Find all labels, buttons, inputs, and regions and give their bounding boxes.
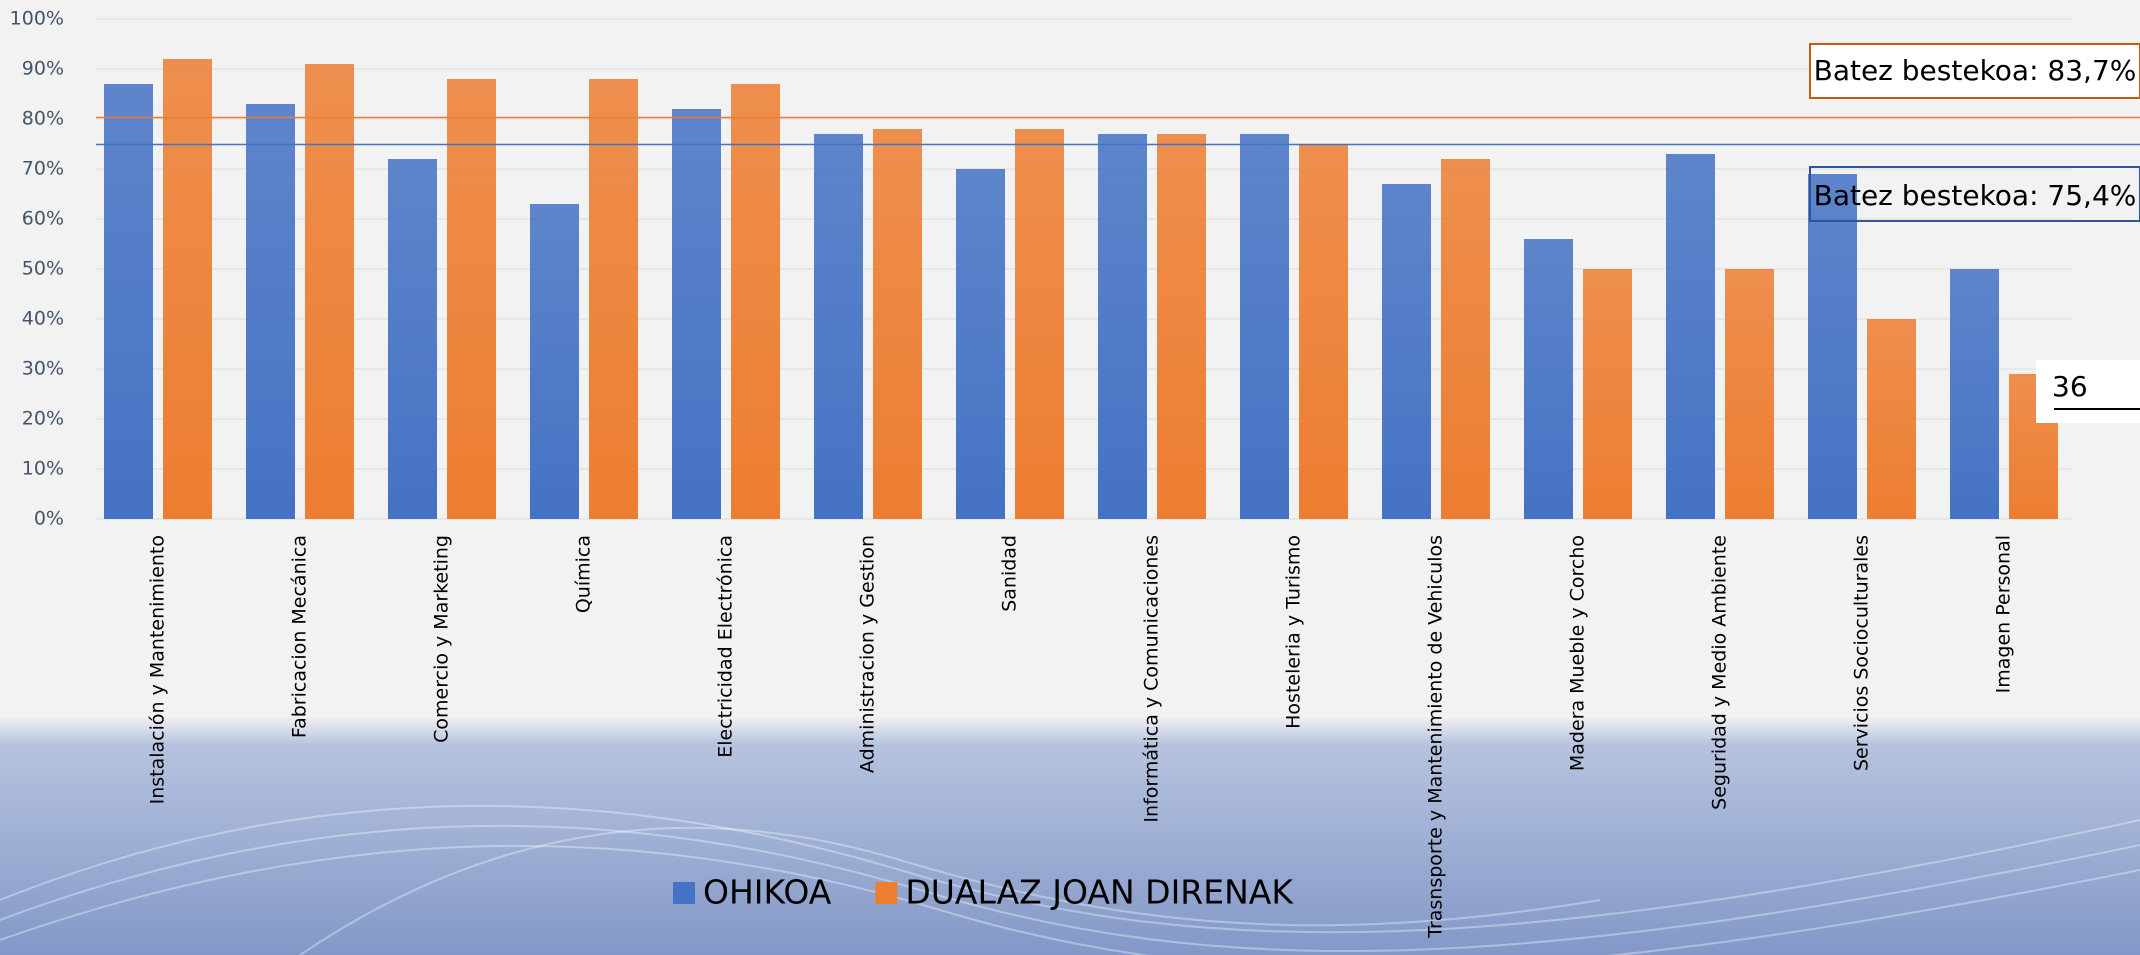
y-tick-label: 50% [22, 258, 64, 280]
bar [1524, 239, 1573, 519]
bar [1157, 134, 1206, 519]
bar [873, 129, 922, 519]
x-tick-label: Informática y Comunicaciones [1141, 535, 1163, 823]
annotation: Batez bestekoa: 83,7% [1814, 54, 2137, 87]
y-tick-label: 70% [22, 158, 64, 180]
annotation-box [1809, 166, 2140, 222]
y-tick-label: 10% [22, 458, 64, 480]
annotation-box [1809, 43, 2140, 99]
legend-swatch [875, 882, 898, 904]
x-tick-label: Fabricacion Mecánica [289, 535, 311, 738]
bar [1950, 269, 1999, 519]
legend-label: OHIKOA [703, 873, 832, 912]
bar [1583, 269, 1632, 519]
y-tick-label: 60% [22, 208, 64, 230]
y-tick-label: 40% [22, 308, 64, 330]
x-tick-label: Trasnsporte y Mantenimiento de Vehiculos [1425, 535, 1447, 939]
legend-swatch [673, 882, 695, 904]
x-tick-label: Hosteleria y Turismo [1283, 535, 1305, 729]
annotation: Batez bestekoa: 75,4% [1814, 179, 2137, 212]
bar [447, 79, 496, 519]
bar [530, 204, 579, 519]
bar [1098, 134, 1147, 519]
y-tick-label: 80% [22, 108, 64, 130]
bar [1441, 159, 1490, 519]
x-tick-label: Comercio y Marketing [431, 535, 453, 743]
x-tick-label: Administracion y Gestion [857, 535, 879, 773]
legend-label: DUALAZ JOAN DIRENAK [905, 873, 1294, 912]
bar [1808, 174, 1857, 519]
x-tick-label: Electricidad Electrónica [715, 535, 737, 758]
annotation-box [2036, 360, 2140, 423]
bar [1299, 144, 1348, 519]
bar [589, 79, 638, 519]
plot: 0% 10% 20% 30% 40% 50% 60% 70% 80% 90% 100% Instala… [10, 8, 2140, 939]
x-tick-label: Madera Mueble y Corcho [1567, 535, 1589, 771]
annotation: 36 [2052, 370, 2088, 403]
bar [956, 169, 1005, 519]
bar [163, 59, 212, 519]
bar [1382, 184, 1431, 519]
y-tick-label: 100% [10, 8, 64, 30]
bar [305, 64, 354, 519]
bar [672, 109, 721, 519]
bar [246, 104, 295, 519]
bar [1666, 154, 1715, 519]
x-tick-label: Seguridad y Medio Ambiente [1709, 535, 1731, 810]
x-tick-label: Química [573, 535, 595, 613]
y-tick-label: 30% [22, 358, 64, 380]
bar [1240, 134, 1289, 519]
x-tick-label: Sanidad [999, 535, 1021, 612]
y-tick-label: 0% [34, 508, 64, 530]
y-tick-label: 20% [22, 408, 64, 430]
bar [388, 159, 437, 519]
bar [1725, 269, 1774, 519]
bar [1015, 129, 1064, 519]
bar [1867, 319, 1916, 519]
x-tick-label: Imagen Personal [1993, 535, 2015, 693]
x-tick-label: Instalación y Mantenimiento [147, 535, 169, 804]
y-tick-label: 90% [22, 58, 64, 80]
x-tick-label: Servicios Socioculturales [1851, 535, 1873, 771]
bar [731, 84, 780, 519]
bar [104, 84, 153, 519]
decoration [0, 804, 2140, 955]
bar [814, 134, 863, 519]
